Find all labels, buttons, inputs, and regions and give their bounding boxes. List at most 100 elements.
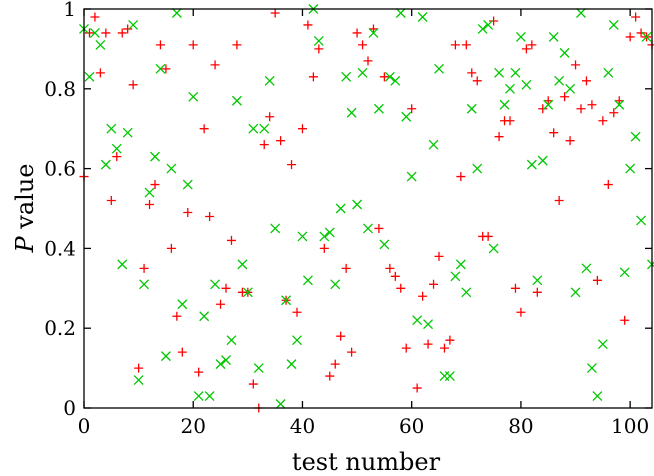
plus-data-point [598,116,608,126]
plus-data-point [139,263,149,273]
plus-data-point [620,315,630,325]
plus-data-point [84,28,94,38]
x-tick-label: 80 [508,414,533,438]
plus-data-point [117,28,127,38]
plus-data-point [461,40,471,50]
cross-data-point [155,63,166,74]
cross-data-point [270,223,281,234]
x-tick-label: 0 [78,414,91,438]
plus-data-point [128,80,138,90]
plus-data-point [587,100,597,110]
plus-data-point [489,16,499,26]
plus-data-point [516,307,526,317]
plus-data-point [358,40,368,50]
cross-data-point [505,83,515,94]
cross-data-point [647,259,654,270]
cross-data-point [117,259,128,270]
cross-data-point [444,371,455,382]
cross-data-point [510,67,521,78]
cross-marker-series [79,4,654,409]
cross-data-point [423,319,434,330]
plus-data-point [205,211,215,221]
plus-data-point [614,96,624,106]
plus-data-point [576,104,586,114]
plus-data-point [423,339,433,349]
plus-data-point [134,363,144,373]
plus-data-point [123,24,133,34]
plus-data-point [450,40,460,50]
y-tick-label: 0.6 [44,157,76,181]
y-axis-title-text: value [11,164,39,230]
cross-data-point [472,163,483,174]
plus-data-point [510,283,520,293]
plus-data-point [456,172,466,182]
plus-data-point [467,68,477,78]
cross-data-point [597,339,608,350]
plus-data-point [379,72,389,82]
plus-data-point [396,283,406,293]
plus-data-point [112,152,122,162]
plus-data-point [636,28,646,38]
y-axis-title: P value [11,164,39,254]
cross-data-point [242,287,253,298]
x-tick-label: 60 [399,414,424,438]
plus-data-point [314,44,324,54]
plus-data-point [505,116,515,126]
cross-data-point [554,75,565,86]
cross-data-point [341,71,352,82]
y-tick-label: 0.2 [44,316,76,340]
cross-data-point [292,335,302,346]
cross-data-point [253,363,264,374]
cross-data-point [395,8,406,18]
plus-data-point [647,40,654,50]
cross-data-point [483,20,494,30]
plus-data-point [521,44,531,54]
plus-data-point [347,347,357,357]
plus-data-point [226,235,236,245]
plus-data-point [194,367,204,377]
cross-data-point [477,23,488,34]
plus-data-point [445,335,455,345]
cross-data-point [526,159,537,170]
plus-data-point [483,231,493,241]
plus-data-point [609,108,619,118]
plus-data-point [418,291,428,301]
plus-data-point [374,223,384,233]
cross-data-point [106,123,117,134]
plus-data-point [270,8,280,18]
plus-data-point [472,76,482,86]
cross-data-point [297,231,308,242]
plus-data-point [543,96,553,106]
plus-data-point [145,200,155,210]
plus-data-point [401,343,411,353]
plus-data-point [106,196,116,206]
plus-data-point [571,60,581,70]
cross-data-point [357,67,368,78]
cross-data-point [324,227,335,238]
cross-data-point [259,123,270,134]
cross-data-point [166,163,177,174]
cross-data-point [210,279,221,290]
cross-data-point [264,75,275,86]
cross-data-point [368,27,379,38]
plus-data-point [363,56,373,66]
plus-data-point [429,279,439,289]
cross-data-point [406,171,417,182]
cross-data-point [603,67,614,78]
plus-data-point [368,24,378,34]
cross-data-point [204,391,215,401]
plus-data-point [276,136,286,146]
plus-data-point [199,124,209,134]
cross-data-point [363,223,373,234]
plus-data-point [390,271,400,281]
plus-data-point [325,371,335,381]
cross-data-point [128,20,139,30]
plus-data-point [631,12,641,22]
cross-data-point [237,259,248,270]
cross-data-point [281,295,292,306]
cross-data-point [111,143,122,154]
plus-data-point [341,263,351,273]
cross-data-point [248,123,259,134]
x-tick-label: 40 [290,414,315,438]
cross-data-point [177,299,188,310]
